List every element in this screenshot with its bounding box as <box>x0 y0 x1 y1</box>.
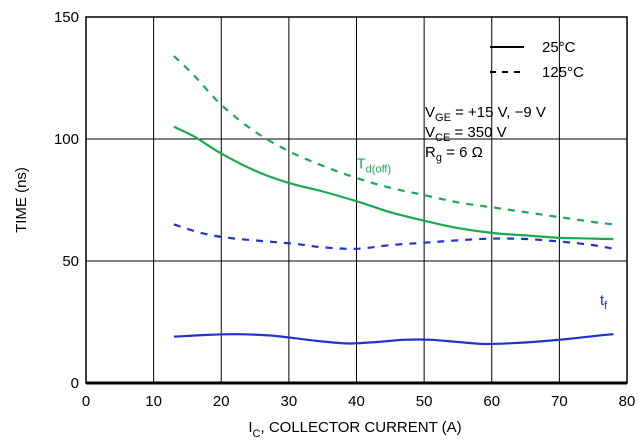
x-axis-label-rest: , COLLECTOR CURRENT (A) <box>260 419 461 436</box>
x-tick-label: 10 <box>145 393 162 410</box>
y-tick-label: 0 <box>71 375 79 392</box>
series-label-sub: f <box>604 300 608 312</box>
series-label-t: tf <box>600 292 608 312</box>
condition-vge-main: V <box>425 104 435 121</box>
series-line-tdoff-125c <box>173 55 614 226</box>
y-tick-label: 150 <box>54 9 79 26</box>
series-label-main: T <box>357 155 366 172</box>
x-axis-label: IC, COLLECTOR CURRENT (A) <box>248 419 461 440</box>
y-tick-label: 100 <box>54 131 79 148</box>
series-labels: Td(off) tf <box>357 155 609 312</box>
series-label-t: Td(off) <box>357 155 392 175</box>
x-axis-label-sub: C <box>253 428 261 440</box>
condition-rg: Rg = 6 Ω <box>425 144 483 164</box>
condition-rg-sub: g <box>436 152 442 164</box>
legend: 25°C 125°C <box>490 39 584 81</box>
legend-label-25c: 25°C <box>542 39 576 56</box>
series-group <box>173 55 614 346</box>
series-label-sub: d(off) <box>366 163 391 175</box>
x-tick-label: 80 <box>619 393 636 410</box>
condition-vce: VCE = 350 V <box>425 124 507 144</box>
condition-vce-sub: CE <box>435 132 450 144</box>
x-tick-label: 40 <box>348 393 365 410</box>
condition-vce-rest: = 350 V <box>450 124 506 141</box>
condition-rg-main: R <box>425 144 436 161</box>
y-tick-labels: 0 50 100 150 <box>54 9 79 392</box>
condition-rg-rest: = 6 Ω <box>442 144 483 161</box>
condition-vge: VGE = +15 V, −9 V <box>425 104 546 124</box>
test-conditions: VGE = +15 V, −9 V VCE = 350 V Rg = 6 Ω <box>425 104 546 164</box>
condition-vge-sub: GE <box>435 112 451 124</box>
condition-vce-main: V <box>425 124 435 141</box>
x-tick-label: 0 <box>82 393 90 410</box>
y-axis-label: TIME (ns) <box>13 167 30 233</box>
x-tick-label: 60 <box>483 393 500 410</box>
x-tick-labels: 0 10 20 30 40 50 60 70 80 <box>82 393 636 410</box>
x-axis-label-main: I <box>248 419 252 436</box>
x-tick-label: 30 <box>281 393 298 410</box>
y-tick-label: 50 <box>62 253 79 270</box>
series-line-tdoff-25c <box>173 125 614 241</box>
condition-vge-rest: = +15 V, −9 V <box>451 104 546 121</box>
series-line-tf-125c <box>173 223 614 250</box>
series-line-tf-25c <box>173 333 614 346</box>
x-tick-label: 70 <box>551 393 568 410</box>
legend-label-125c: 125°C <box>542 64 584 81</box>
gridlines <box>86 17 627 383</box>
x-tick-label: 50 <box>416 393 433 410</box>
series-label-main: t <box>600 292 605 309</box>
x-tick-label: 20 <box>213 393 230 410</box>
